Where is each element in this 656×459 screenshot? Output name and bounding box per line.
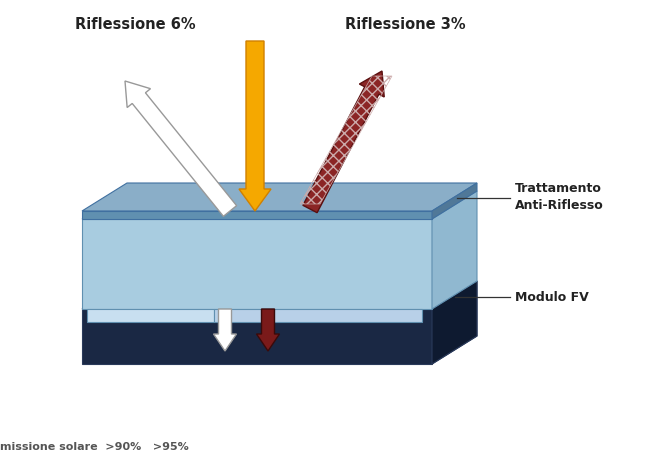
Polygon shape	[82, 191, 477, 219]
FancyArrow shape	[256, 309, 279, 351]
Text: Riflessione 6%: Riflessione 6%	[75, 17, 195, 32]
Polygon shape	[215, 309, 422, 322]
Polygon shape	[82, 309, 432, 364]
Polygon shape	[432, 184, 477, 219]
Polygon shape	[82, 212, 432, 219]
Polygon shape	[432, 191, 477, 309]
Text: Trattamento
Anti-Riflesso: Trattamento Anti-Riflesso	[515, 181, 604, 211]
FancyArrow shape	[125, 82, 237, 217]
Polygon shape	[87, 309, 215, 322]
Polygon shape	[82, 184, 477, 212]
Text: Modulo FV: Modulo FV	[515, 291, 588, 304]
Polygon shape	[432, 281, 477, 364]
Polygon shape	[82, 219, 432, 309]
FancyArrow shape	[239, 42, 271, 212]
FancyArrow shape	[303, 72, 384, 213]
Polygon shape	[82, 281, 477, 309]
Text: Riflessione 3%: Riflessione 3%	[344, 17, 465, 32]
Polygon shape	[432, 281, 477, 364]
FancyArrow shape	[213, 309, 237, 351]
Text: missione solare  >90%   >95%: missione solare >90% >95%	[0, 441, 189, 451]
